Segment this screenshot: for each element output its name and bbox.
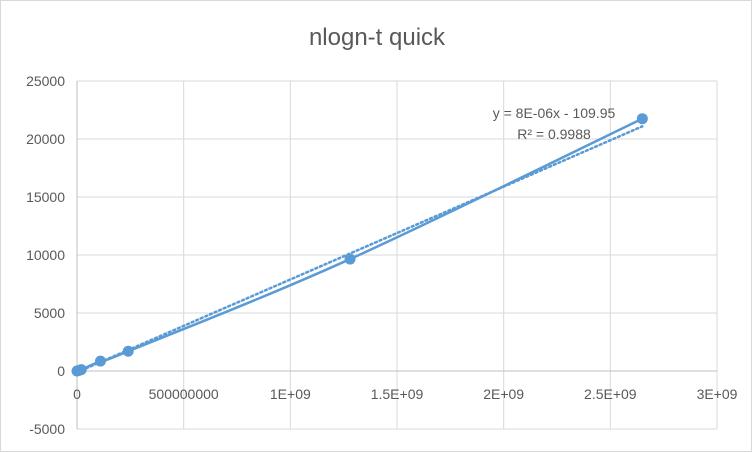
y-tick-label: 15000 xyxy=(26,189,65,205)
x-tick-label: 2.5E+09 xyxy=(584,386,637,402)
x-tick-label: 3E+09 xyxy=(697,386,738,402)
y-tick-label: 5000 xyxy=(34,305,65,321)
x-tick-label: 0 xyxy=(73,386,81,402)
x-tick-label: 500000000 xyxy=(149,386,219,402)
data-point xyxy=(636,113,648,125)
chart-title: nlogn-t quick xyxy=(309,24,446,51)
plot-area xyxy=(71,113,648,377)
trendline-equation: y = 8E-06x - 109.95 xyxy=(493,105,616,121)
grid xyxy=(76,80,718,430)
data-point xyxy=(94,355,106,367)
x-tick-label: 1E+09 xyxy=(270,386,311,402)
x-tick-label: 2E+09 xyxy=(483,386,524,402)
data-point xyxy=(75,364,87,376)
trendline xyxy=(75,125,644,374)
y-tick-label: -5000 xyxy=(29,421,65,437)
trendline-annotation: y = 8E-06x - 109.95 R² = 0.9988 xyxy=(493,105,616,142)
y-tick-label: 0 xyxy=(57,363,65,379)
data-point xyxy=(344,253,356,265)
tick-labels: 0 500000000 1E+09 1.5E+09 2E+09 2.5E+09 3E+09 -… xyxy=(26,73,738,437)
y-tick-label: 20000 xyxy=(26,131,65,147)
x-tick-label: 1.5E+09 xyxy=(371,386,424,402)
data-point xyxy=(122,345,134,357)
y-tick-label: 10000 xyxy=(26,247,65,263)
y-tick-label: 25000 xyxy=(26,73,65,89)
series-line xyxy=(76,117,643,373)
trendline-r2: R² = 0.9988 xyxy=(517,126,591,142)
